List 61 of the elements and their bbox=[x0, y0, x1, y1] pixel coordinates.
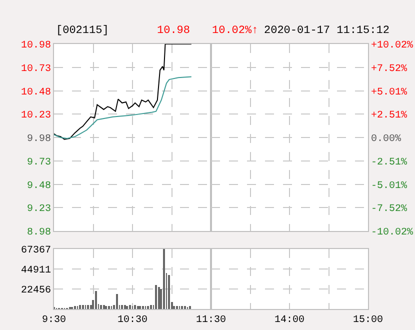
x-tick-label: 15:00 bbox=[352, 315, 384, 326]
x-tick-label: 11:30 bbox=[196, 315, 226, 326]
y-tick-label: 44911 bbox=[20, 266, 51, 276]
bar bbox=[158, 287, 160, 309]
bar bbox=[189, 306, 191, 309]
y-tick-label: 9.73 bbox=[26, 157, 51, 168]
bar bbox=[176, 306, 178, 309]
y-tick-label: 10.73 bbox=[20, 64, 51, 75]
bar bbox=[129, 305, 131, 309]
bar bbox=[142, 306, 144, 309]
y-tick-label: 67367 bbox=[20, 246, 51, 256]
bar bbox=[181, 306, 183, 309]
y-tick-label: +7.52% bbox=[371, 64, 408, 75]
y-tick-label: -5.01% bbox=[371, 180, 408, 192]
bar bbox=[116, 294, 118, 309]
y-tick-label: +5.01% bbox=[371, 87, 408, 98]
y-tick-label: 9.48 bbox=[26, 180, 51, 192]
x-tick-label: 10:30 bbox=[117, 315, 148, 326]
bar bbox=[139, 306, 141, 309]
bar bbox=[137, 306, 139, 309]
bar bbox=[134, 305, 136, 309]
y-tick-label: 22456 bbox=[20, 286, 51, 296]
x-tick-label: 9:30 bbox=[42, 315, 66, 326]
bar bbox=[121, 305, 123, 309]
y-tick-label: -7.52% bbox=[371, 204, 408, 216]
line-series bbox=[54, 76, 192, 139]
bar bbox=[124, 305, 126, 309]
bar bbox=[126, 306, 128, 309]
bar bbox=[103, 305, 105, 309]
y-tick-label: 0.00% bbox=[371, 134, 402, 145]
bar bbox=[168, 275, 170, 309]
bar bbox=[100, 305, 102, 309]
y-tick-label: 10.48 bbox=[20, 87, 51, 98]
y-tick-label: 10.23 bbox=[20, 110, 51, 122]
bar bbox=[147, 306, 149, 309]
bar bbox=[79, 305, 81, 309]
bar bbox=[173, 306, 175, 309]
y-tick-label: 9.98 bbox=[26, 134, 51, 145]
text: 2020-01-17 11:15:12 bbox=[264, 25, 390, 37]
bar bbox=[163, 249, 165, 309]
y-tick-label: 9.23 bbox=[26, 204, 51, 216]
bar bbox=[150, 305, 152, 309]
y-tick-label: -2.51% bbox=[371, 157, 408, 168]
text: 10.98 bbox=[157, 25, 190, 37]
bar bbox=[184, 306, 186, 309]
x-tick-label: 14:00 bbox=[274, 315, 305, 326]
text: [002115] bbox=[56, 25, 109, 37]
bar bbox=[95, 291, 97, 309]
y-tick-label: 8.98 bbox=[26, 228, 51, 238]
line-series bbox=[54, 44, 192, 140]
bar bbox=[82, 305, 84, 309]
bar bbox=[74, 306, 76, 309]
bar bbox=[155, 285, 157, 309]
y-tick-label: 10.98 bbox=[20, 40, 51, 52]
y-tick-label: +10.02% bbox=[371, 40, 414, 52]
text: 10.02%↑ bbox=[212, 25, 258, 37]
bar bbox=[87, 305, 89, 309]
y-tick-label: +2.51% bbox=[371, 110, 408, 122]
bar bbox=[108, 306, 110, 309]
bar bbox=[105, 306, 107, 309]
y-tick-label: -10.02% bbox=[371, 228, 414, 238]
